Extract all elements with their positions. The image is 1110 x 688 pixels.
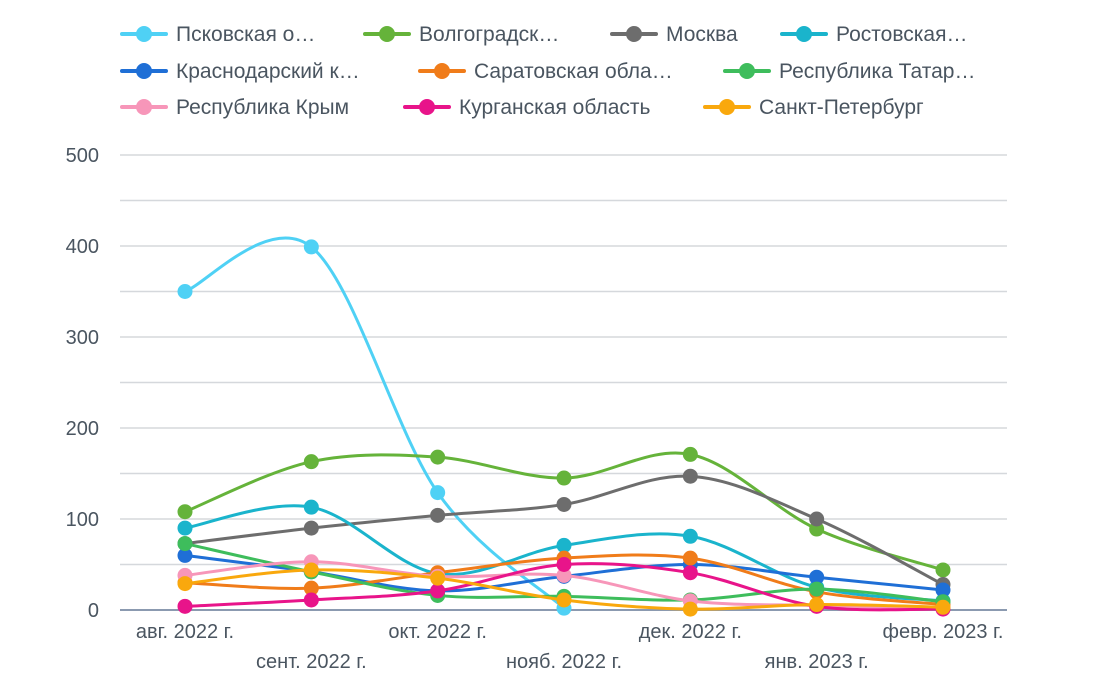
series-group [177,236,951,617]
data-point[interactable] [682,446,698,462]
data-point[interactable] [809,511,825,527]
data-point[interactable] [303,580,319,596]
legend-marker [136,26,152,42]
x-tick-label: авг. 2022 г. [136,621,234,643]
x-tick-label: окт. 2022 г. [388,621,487,643]
data-point[interactable] [303,454,319,470]
y-tick-label: 400 [66,236,99,258]
data-point[interactable] [430,570,446,586]
legend-marker [419,99,435,115]
legend-marker [626,26,642,42]
legend-item[interactable]: Саратовская обла… [418,60,673,83]
data-point[interactable] [303,239,319,255]
data-point[interactable] [809,581,825,597]
y-tick-label: 200 [66,418,99,440]
x-tick-label: февр. 2023 г. [883,621,1004,643]
data-point[interactable] [430,583,446,599]
data-point[interactable] [682,550,698,566]
data-point[interactable] [682,601,698,617]
legend-item[interactable]: Волгоградск… [363,23,559,46]
data-point[interactable] [556,496,572,512]
legend-label: Краснодарский к… [176,60,360,83]
data-point[interactable] [177,504,193,520]
x-tick-label: дек. 2022 г. [639,621,742,643]
data-point[interactable] [430,485,446,501]
data-point[interactable] [303,499,319,515]
y-tick-label: 300 [66,327,99,349]
legend-item[interactable]: Москва [610,23,738,46]
legend-item[interactable]: Псковская о… [120,23,315,46]
legend-marker [719,99,735,115]
legend-item[interactable]: Республика Крым [120,96,349,119]
data-point[interactable] [430,507,446,523]
data-point[interactable] [682,528,698,544]
data-point[interactable] [556,567,572,583]
legend-label: Псковская о… [176,23,315,46]
legend: Псковская о… Волгоградск… Москва Ростовская… [120,23,975,119]
legend-label: Саратовская обла… [474,60,673,83]
data-point[interactable] [177,547,193,563]
x-tick-label: нояб. 2022 г. [506,651,622,673]
y-tick-label: 100 [66,509,99,531]
legend-marker [136,99,152,115]
data-point[interactable] [303,520,319,536]
legend-label: Курганская область [459,96,650,119]
legend-item[interactable]: Краснодарский к… [120,60,360,83]
data-point[interactable] [556,592,572,608]
data-point[interactable] [809,569,825,585]
series-line [184,236,566,610]
y-tick-label: 500 [66,145,99,167]
legend-marker [739,63,755,79]
x-tick-label: янв. 2023 г. [765,651,869,673]
legend-label: Санкт-Петербург [759,96,924,119]
legend-label: Волгоградск… [419,23,559,46]
data-point[interactable] [935,562,951,578]
data-point[interactable] [303,562,319,578]
data-point[interactable] [809,597,825,613]
data-point[interactable] [935,599,951,615]
legend-label: Республика Крым [176,96,349,119]
legend-label: Ростовская… [836,23,967,46]
series-3 [177,468,951,593]
legend-label: Москва [666,23,738,46]
data-point[interactable] [177,576,193,592]
y-axis-ticks: 0 100 200 300 400 500 [66,145,99,622]
data-point[interactable] [177,536,193,552]
legend-marker [379,26,395,42]
legend-item[interactable]: Курганская область [403,96,650,119]
x-axis-ticks: авг. 2022 г. сент. 2022 г. окт. 2022 г. ноя… [136,621,1004,673]
legend-item[interactable]: Санкт-Петербург [703,96,924,119]
data-point[interactable] [556,557,572,572]
series-10 [177,562,951,617]
series-1 [177,236,572,616]
x-tick-label: сент. 2022 г. [256,651,367,673]
data-point[interactable] [177,598,193,614]
legend-marker [434,63,450,79]
data-point[interactable] [935,582,951,598]
legend-marker [796,26,812,42]
legend-label: Республика Татар… [779,60,975,83]
data-point[interactable] [556,470,572,486]
data-point[interactable] [682,468,698,484]
data-point[interactable] [177,520,193,536]
legend-item[interactable]: Ростовская… [780,23,967,46]
legend-marker [136,63,152,79]
data-point[interactable] [177,284,193,299]
y-tick-label: 0 [88,600,99,622]
legend-item[interactable]: Республика Татар… [723,60,975,83]
data-point[interactable] [303,592,319,608]
data-point[interactable] [556,537,572,553]
data-point[interactable] [682,565,698,581]
data-point[interactable] [430,449,446,465]
